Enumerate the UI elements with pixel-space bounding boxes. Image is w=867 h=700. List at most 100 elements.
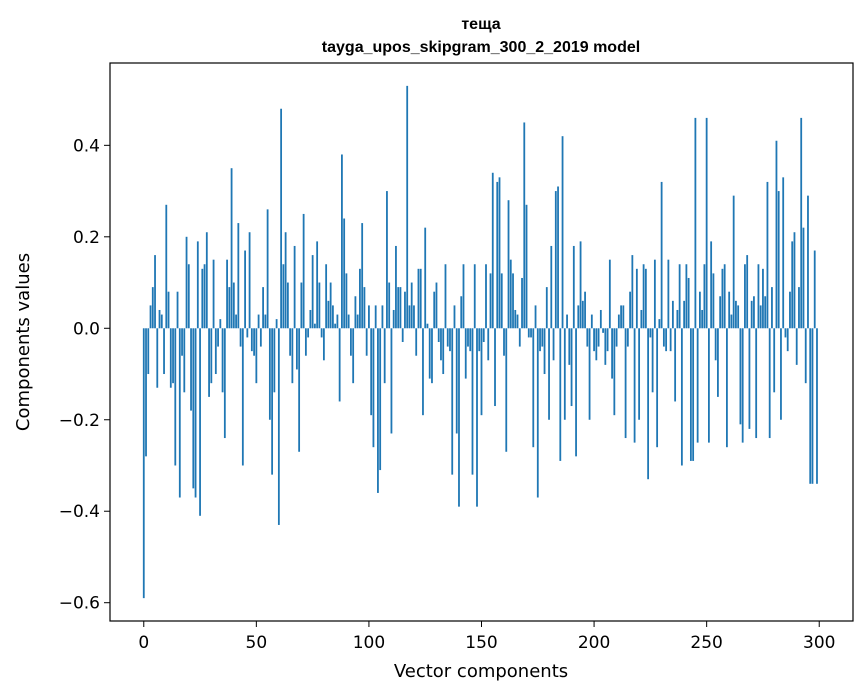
plot-area-frame [109,62,854,622]
bar-component-5 [154,255,156,329]
bar-component-280 [773,328,776,393]
bar-component-214 [624,328,627,439]
bar-component-267 [744,264,746,329]
bar-component-196 [584,291,586,329]
bar-component-168 [521,277,523,329]
bar-component-188 [566,314,568,329]
bar-component-203 [599,309,602,329]
bar-component-66 [291,328,294,384]
chart-subtitle: tayga_upos_skipgram_300_2_2019 model [322,39,640,56]
bar-component-26 [201,268,204,329]
x-tick-label: 300 [803,633,835,653]
bar-component-262 [732,195,735,329]
bar-component-122 [417,268,420,329]
bar-component-138 [453,305,456,329]
bar-component-166 [516,314,519,329]
bar-component-86 [336,314,339,329]
bar-component-112 [395,245,397,329]
bar-component-186 [561,136,564,329]
bar-component-44 [241,328,244,466]
bar-component-43 [239,328,242,347]
bar-component-246 [696,328,699,443]
bar-component-137 [451,328,454,475]
bar-component-97 [361,223,364,329]
bar-component-227 [653,259,656,329]
bar-component-293 [802,227,805,329]
bar-component-117 [406,85,409,329]
bar-component-34 [219,319,222,329]
bar-component-14 [174,328,177,466]
bar-component-189 [568,328,571,365]
bars-group [142,85,818,599]
bar-component-79 [320,328,323,338]
bar-component-23 [194,328,197,498]
bar-component-242 [687,277,690,329]
bar-component-210 [615,328,618,347]
x-axis-label: Vector components [394,661,568,682]
bar-component-191 [572,245,575,329]
x-tick-label: 0 [138,633,149,653]
bar-component-171 [527,328,530,338]
bar-component-83 [329,282,332,329]
bar-component-173 [532,328,535,448]
bar-component-286 [786,328,789,352]
bar-component-222 [642,264,645,329]
bar-component-119 [410,282,413,329]
bar-component-20 [187,264,190,329]
bar-component-291 [798,287,800,329]
bar-component-153 [487,328,490,361]
bar-component-96 [359,268,361,329]
bar-component-21 [190,328,192,411]
bar-component-237 [676,309,679,329]
bar-component-230 [660,181,663,329]
bar-component-156 [494,328,496,407]
bar-component-127 [428,328,431,379]
bar-component-164 [512,273,514,329]
bar-component-108 [386,191,388,329]
bar-component-11 [167,291,170,329]
bar-component-69 [298,328,301,452]
bar-component-115 [401,328,404,342]
bar-component-175 [536,328,539,498]
bar-component-217 [631,255,634,329]
bar-component-63 [284,232,287,329]
bar-component-146 [471,328,474,475]
bar-component-282 [777,191,780,329]
bar-component-265 [739,328,742,425]
bar-component-142 [462,264,465,329]
bar-component-174 [534,305,537,329]
bar-component-261 [730,314,733,329]
bar-component-84 [332,305,334,329]
bar-component-36 [223,328,226,439]
bar-component-121 [415,328,418,356]
bar-component-73 [307,328,310,338]
bar-component-148 [476,328,478,507]
bar-component-235 [671,300,674,329]
bar-component-106 [381,305,384,329]
bar-component-100 [368,305,370,329]
bar-component-172 [530,328,532,338]
bar-component-118 [408,305,411,329]
bar-component-39 [230,168,233,329]
bar-component-35 [221,328,224,393]
bar-component-295 [807,195,809,329]
bar-component-289 [793,232,796,329]
bar-component-150 [480,328,483,416]
bar-component-190 [570,328,573,407]
bar-component-158 [498,177,501,329]
bar-component-271 [753,296,755,329]
bar-component-275 [762,268,764,329]
bar-component-216 [629,291,631,329]
bar-component-292 [800,117,803,329]
bar-component-163 [509,259,512,329]
x-tick-label: 250 [690,633,722,653]
bar-component-167 [518,328,521,347]
bar-component-95 [356,314,359,329]
bar-component-54 [264,314,267,329]
bar-component-145 [469,328,472,352]
bar-component-152 [485,264,487,329]
bar-component-266 [741,328,744,443]
bar-component-93 [352,328,355,384]
bar-component-59 [275,319,278,329]
bar-component-269 [748,328,751,429]
